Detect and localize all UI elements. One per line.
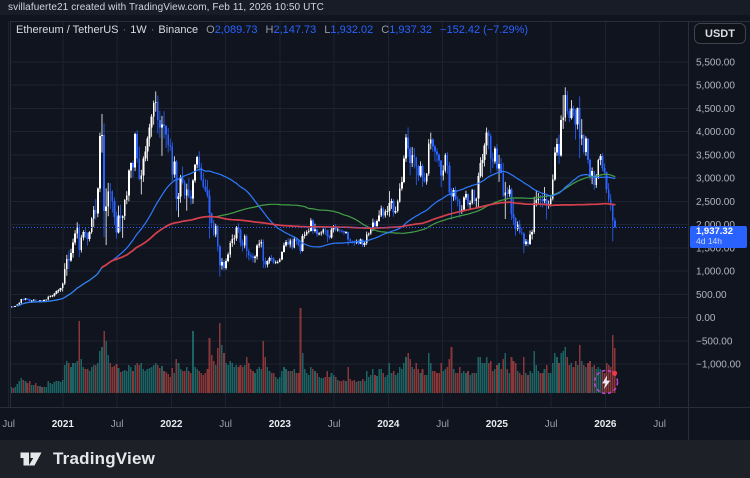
currency-toggle-button[interactable]: USDT — [694, 23, 746, 44]
svg-text:2,500.00: 2,500.00 — [696, 197, 735, 208]
ohlc-open: O 2,089.73 — [206, 23, 258, 36]
svg-text:Jul: Jul — [219, 419, 232, 430]
svg-text:Jul: Jul — [2, 419, 15, 430]
svg-text:5,000.00: 5,000.00 — [696, 81, 735, 92]
svg-text:2022: 2022 — [160, 419, 183, 430]
separator-dot: · — [122, 23, 127, 36]
footer-bar: TradingView — [0, 440, 750, 478]
svg-text:Jul: Jul — [111, 419, 124, 430]
flash-circle — [593, 369, 619, 395]
svg-text:2026: 2026 — [594, 419, 617, 430]
symbol-title[interactable]: Ethereum / TetherUS — [16, 23, 119, 36]
svg-text:3,000.00: 3,000.00 — [696, 174, 735, 185]
attribution-text: svillafuerte21 created with TradingView.… — [8, 2, 324, 13]
svg-text:2024: 2024 — [377, 419, 400, 430]
svg-text:500.00: 500.00 — [696, 290, 727, 301]
svg-text:−500.00: −500.00 — [696, 336, 733, 347]
svg-text:Jul: Jul — [436, 419, 449, 430]
tradingview-logo-icon[interactable] — [18, 446, 44, 472]
svg-text:3,500.00: 3,500.00 — [696, 150, 735, 161]
svg-text:Jul: Jul — [545, 419, 558, 430]
last-price-badge: 1,937.32 4d 14h — [690, 226, 747, 248]
ohlc-close: C 1,937.32 — [381, 23, 433, 36]
svg-text:0.00: 0.00 — [696, 313, 716, 324]
lightning-bolt-icon — [602, 375, 611, 390]
attribution-bar: svillafuerte21 created with TradingView.… — [0, 0, 750, 15]
change-readout: −152.42 (−7.29%) — [440, 23, 529, 36]
separator-dot: · — [150, 23, 155, 36]
svg-text:Jul: Jul — [328, 419, 341, 430]
svg-text:Jul: Jul — [653, 419, 666, 430]
exchange-label: Binance — [158, 23, 199, 36]
svg-text:4,500.00: 4,500.00 — [696, 104, 735, 115]
interval-label[interactable]: 1W — [130, 23, 147, 36]
svg-text:4,000.00: 4,000.00 — [696, 127, 735, 138]
svg-text:−1,000.00: −1,000.00 — [696, 360, 741, 371]
svg-text:1,000.00: 1,000.00 — [696, 267, 735, 278]
svg-text:5,500.00: 5,500.00 — [696, 58, 735, 69]
last-price-value: 1,937.32 — [696, 226, 733, 237]
svg-text:2023: 2023 — [269, 419, 292, 430]
symbol-legend[interactable]: Ethereum / TetherUS · 1W · Binance O 2,089.73… — [16, 23, 528, 36]
svg-text:2025: 2025 — [486, 419, 509, 430]
svg-text:2021: 2021 — [52, 419, 75, 430]
svg-text:1,500.00: 1,500.00 — [696, 243, 735, 254]
flash-icon — [593, 369, 619, 395]
tradingview-brand-text[interactable]: TradingView — [53, 449, 156, 468]
bar-countdown: 4d 14h — [696, 236, 722, 246]
ohlc-high: H 2,147.73 — [265, 23, 317, 36]
svg-text:2,000.00: 2,000.00 — [696, 220, 735, 231]
ohlc-low: L 1,932.02 — [324, 23, 374, 36]
flash-red-dot — [612, 370, 618, 376]
